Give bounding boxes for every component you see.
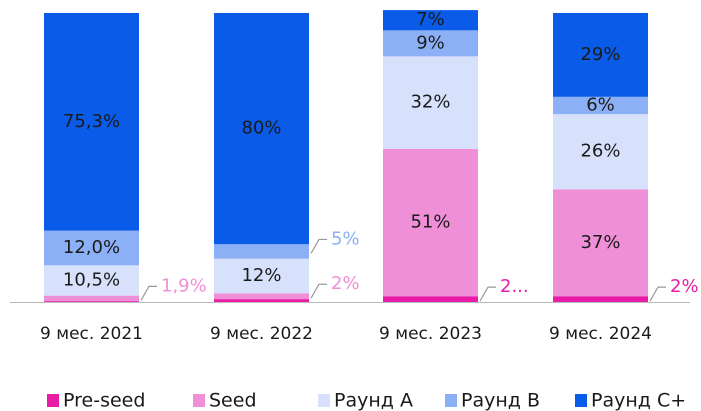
value-label: 9% <box>416 32 445 53</box>
x-tick-label: 9 мес. 2022 <box>210 324 313 344</box>
callout-line <box>479 286 496 302</box>
bar-segment <box>553 296 648 302</box>
bar-segment <box>44 301 139 302</box>
bar-segment <box>553 114 648 190</box>
legend-label: Seed <box>209 390 257 411</box>
value-label: 5% <box>331 228 360 249</box>
legend-swatch <box>193 394 205 407</box>
value-label: 2% <box>331 273 360 294</box>
bar-segment <box>214 299 309 302</box>
value-label: 2% <box>670 276 699 297</box>
value-label: 75,3% <box>63 111 120 132</box>
bar-segment <box>214 293 309 300</box>
x-tick-label: 9 мес. 2023 <box>379 324 482 344</box>
legend-label: Раунд A <box>334 390 413 411</box>
x-tick-label: 9 мес. 2021 <box>40 324 143 344</box>
bar-segment <box>383 148 478 297</box>
bar-segment <box>44 265 139 296</box>
bar-segment <box>214 244 309 259</box>
value-label: 12,0% <box>63 237 120 258</box>
bar-segment <box>553 189 648 297</box>
value-label: 12% <box>241 265 281 286</box>
value-label: 6% <box>586 94 615 115</box>
callout-line <box>649 286 666 302</box>
bar-segment <box>214 13 309 245</box>
value-label: 80% <box>241 118 281 139</box>
value-label: 7% <box>416 9 445 30</box>
bar-segment <box>383 10 478 31</box>
value-label: 32% <box>410 92 450 113</box>
bar-segment <box>553 96 648 115</box>
value-label: 10,5% <box>63 269 120 290</box>
value-label: 51% <box>410 212 450 233</box>
value-label: 2... <box>500 276 529 297</box>
legend-label: Pre-seed <box>63 390 145 411</box>
bar-segment <box>383 30 478 57</box>
legend-swatch <box>445 394 457 407</box>
legend-label: Раунд B <box>461 390 540 411</box>
value-label: 29% <box>580 44 620 65</box>
legend-label: Раунд C+ <box>591 390 686 411</box>
bar-segment <box>44 13 139 231</box>
callout-line <box>310 238 327 254</box>
legend-swatch <box>47 394 59 407</box>
value-label: 26% <box>580 141 620 162</box>
legend-swatch <box>575 394 587 407</box>
bar-segment <box>44 230 139 266</box>
legend-swatch <box>318 394 330 407</box>
callout-line <box>140 285 157 301</box>
bar-segment <box>383 296 478 302</box>
callout-line <box>310 283 327 299</box>
value-label: 37% <box>580 232 620 253</box>
bar-segment <box>553 13 648 97</box>
bar-segment <box>44 295 139 302</box>
x-tick-label: 9 мес. 2024 <box>549 324 652 344</box>
bar-segment <box>383 56 478 149</box>
bar-segment <box>214 258 309 294</box>
value-label: 1,9% <box>161 275 207 296</box>
